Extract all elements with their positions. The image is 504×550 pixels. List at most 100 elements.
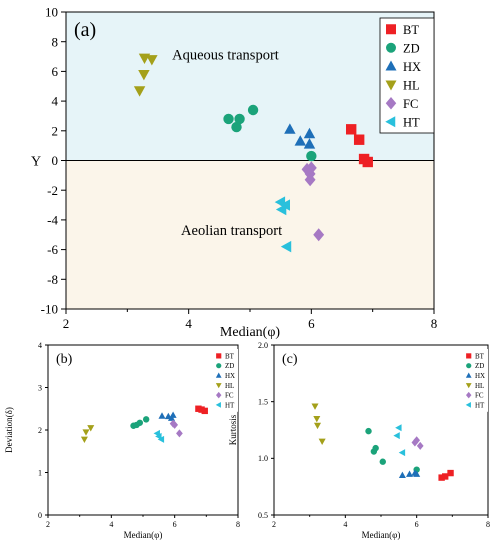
legend-label: BT xyxy=(475,352,485,360)
chart-panel-1: Aqueous transport Aeolian transport 2 4 6 8 10… xyxy=(31,5,437,340)
data-point-zd xyxy=(231,121,242,133)
data-point-bt xyxy=(442,473,449,480)
x-tick-label: 6 xyxy=(415,520,419,529)
legend-marker-bt xyxy=(466,353,472,359)
y-tick-label: 2 xyxy=(38,426,42,435)
data-point-ht xyxy=(393,432,400,440)
data-point-ht xyxy=(157,435,165,443)
data-point-zd xyxy=(247,104,259,116)
y-tick-label: 1.5 xyxy=(258,397,268,406)
panel-label: (b) xyxy=(56,352,73,367)
y-tick-label: -4 xyxy=(47,212,58,227)
legend-marker-ht xyxy=(385,116,396,128)
y-tick-label: 4 xyxy=(52,94,59,109)
legend-label: HL xyxy=(403,78,420,92)
y-tick-label: 8 xyxy=(52,34,59,49)
legend-label: ZD xyxy=(225,362,234,370)
legend-marker-zd xyxy=(466,363,472,369)
y-tick-label: -6 xyxy=(47,242,58,257)
legend-marker-ht xyxy=(215,402,221,408)
x-tick-label: 2 xyxy=(63,316,70,331)
legend: BT ZD HX HL FC HT xyxy=(379,17,435,134)
data-point-bt xyxy=(362,156,373,168)
panel-label: (c) xyxy=(282,352,298,367)
data-point-zd xyxy=(372,444,379,452)
data-point-bt xyxy=(447,469,454,477)
data-point-fc xyxy=(411,438,419,447)
data-point-hl xyxy=(80,436,88,444)
x-tick-label: 8 xyxy=(486,520,490,529)
data-point-hx xyxy=(413,470,421,477)
legend-label: HT xyxy=(403,115,420,129)
data-point-zd xyxy=(223,113,234,125)
legend-box xyxy=(213,349,238,412)
legend-label: HX xyxy=(403,60,421,74)
y-tick-label: 1 xyxy=(38,468,42,477)
data-point-ht xyxy=(395,424,402,432)
legend-label: HL xyxy=(225,382,234,390)
x-tick-label: 8 xyxy=(236,520,240,529)
x-tick-label: 4 xyxy=(343,520,347,529)
legend-label: HT xyxy=(225,401,235,409)
y-tick-label: 3 xyxy=(38,383,42,392)
y-tick-label: -8 xyxy=(47,272,58,287)
data-point-hl xyxy=(146,55,158,66)
region-label: Aqueous transport xyxy=(172,48,279,64)
data-point-hx xyxy=(303,127,316,139)
legend-marker-hx xyxy=(465,372,472,378)
x-tick-label: 8 xyxy=(431,316,438,331)
legend-marker-hl xyxy=(465,383,472,389)
y-tick-label: 0.5 xyxy=(258,511,268,520)
data-point-zd xyxy=(234,113,245,125)
legend-marker-hl xyxy=(385,80,397,91)
x-axis-label: Median(φ) xyxy=(362,530,401,540)
legend-label: HX xyxy=(475,372,485,380)
data-point-fc xyxy=(176,429,183,438)
data-point-bt xyxy=(353,134,365,145)
y-axis-label: Y xyxy=(31,155,41,170)
data-point-hl xyxy=(313,415,321,423)
y-tick-label: 1.0 xyxy=(258,454,268,463)
data-point-fc xyxy=(413,436,421,445)
legend-marker-bt xyxy=(216,353,222,359)
data-point-hx xyxy=(303,138,316,149)
y-tick-label: -2 xyxy=(47,183,58,198)
data-point-ht xyxy=(398,449,406,457)
data-point-fc xyxy=(305,161,317,175)
data-point-zd xyxy=(142,416,150,423)
legend-label: BT xyxy=(403,23,419,37)
legend-label: FC xyxy=(225,392,234,400)
data-point-hl xyxy=(133,86,146,97)
chart-panel-3: 2 4 6 8 0.5 1.0 1.5 2.0 Median(φ) Kurtosis (c) BT ZD… xyxy=(228,341,490,540)
x-tick-label: 6 xyxy=(308,316,315,331)
legend-label: FC xyxy=(403,97,418,111)
y-tick-label: 2.0 xyxy=(258,341,268,350)
background-region xyxy=(66,160,434,309)
data-point-zd xyxy=(365,427,372,435)
plot-frame xyxy=(273,344,489,516)
data-point-zd xyxy=(136,419,144,426)
x-tick-label: 2 xyxy=(46,520,50,529)
data-point-fc xyxy=(416,441,424,450)
region-label: Aeolian transport xyxy=(181,223,282,239)
legend-marker-fc xyxy=(465,391,472,399)
data-point-zd xyxy=(379,458,386,465)
x-axis-label: Median(φ) xyxy=(124,530,163,540)
chart-panel-2: 2 4 6 8 0 1 2 3 4 Median(φ) Deviation(δ) (b) BT ZD HX H… xyxy=(4,341,240,540)
x-tick-label: 6 xyxy=(173,520,177,529)
data-point-hl xyxy=(311,403,319,410)
data-point-bt xyxy=(201,407,208,415)
data-point-hl xyxy=(313,422,322,430)
x-axis-label: Median(φ) xyxy=(220,325,281,340)
data-point-fc xyxy=(171,420,179,429)
legend-label: ZD xyxy=(403,41,420,55)
legend-marker-hl xyxy=(215,383,222,389)
y-tick-label: 0 xyxy=(38,511,42,520)
y-axis-label: Kurtosis xyxy=(228,414,238,445)
y-tick-label: 4 xyxy=(38,341,42,350)
legend-marker-hx xyxy=(215,372,222,378)
legend-label: BT xyxy=(225,352,235,360)
data-point-hx xyxy=(284,123,296,134)
y-tick-label: 2 xyxy=(52,123,59,138)
